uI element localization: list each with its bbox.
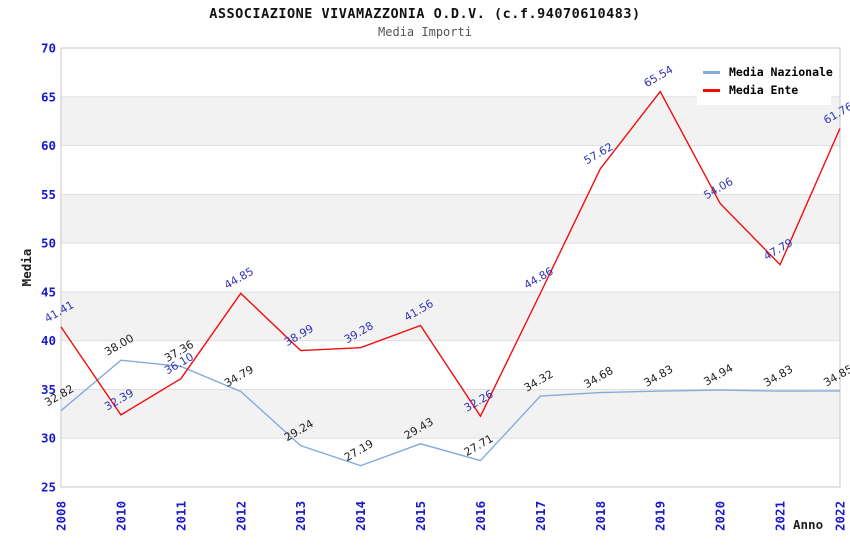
x-tick-label: 2022 [833, 501, 848, 531]
x-tick-label: 2020 [713, 501, 728, 531]
chart-subtitle: Media Importi [378, 25, 472, 39]
y-tick-label: 45 [41, 284, 56, 299]
y-tick-label: 30 [41, 431, 56, 446]
y-tick-label: 65 [41, 89, 56, 104]
x-tick-label: 2008 [54, 501, 69, 531]
y-tick-label: 25 [41, 480, 56, 495]
x-tick-label: 2010 [113, 501, 128, 531]
x-tick-label: 2014 [353, 501, 368, 531]
plot-band [61, 389, 840, 439]
series-line-media-nazionale [60, 359, 841, 467]
legend-label-nazionale: Media Nazionale [729, 65, 833, 79]
x-tick-label: 2017 [533, 501, 548, 531]
y-tick-label: 70 [41, 41, 56, 56]
data-point-label-media-nazionale: 34.79 [222, 363, 256, 390]
y-tick-label: 40 [41, 333, 56, 348]
x-tick-label: 2018 [593, 501, 608, 531]
series-line-media-ente [60, 90, 841, 418]
chart-title: ASSOCIAZIONE VIVAMAZZONIA O.D.V. (c.f.94… [209, 6, 641, 22]
x-tick-label: 2019 [653, 501, 668, 531]
x-tick-label: 2015 [413, 501, 428, 531]
data-point-label-media-nazionale: 34.83 [761, 363, 795, 390]
y-tick-label: 35 [41, 382, 56, 397]
x-tick-label: 2012 [233, 501, 248, 531]
legend-item-media-nazionale: Media Nazionale [703, 63, 833, 81]
data-point-label-media-ente: 44.86 [522, 265, 556, 292]
legend-item-media-ente: Media Ente [703, 81, 827, 99]
plot-band [61, 291, 840, 341]
data-point-label-media-nazionale: 34.83 [642, 363, 676, 390]
x-axis-title: Anno [793, 517, 823, 532]
plot-band [61, 194, 840, 244]
y-tick-label: 50 [41, 236, 56, 251]
legend-line-swatch-nazionale [703, 70, 720, 74]
data-point-label-media-nazionale: 34.68 [582, 364, 616, 391]
y-axis-title: Media [19, 249, 34, 287]
data-point-label-media-nazionale: 27.19 [342, 437, 376, 464]
legend-line-swatch-ente [703, 88, 720, 92]
data-point-label-media-nazionale: 34.85 [821, 362, 850, 389]
data-point-label-media-nazionale: 34.94 [702, 361, 736, 388]
chart-legend: Media Nazionale Media Ente [697, 58, 833, 105]
x-tick-label: 2013 [293, 501, 308, 531]
y-tick-label: 60 [41, 138, 56, 153]
data-point-label-media-ente: 44.85 [222, 265, 256, 292]
x-tick-label: 2011 [173, 501, 188, 531]
x-tick-label: 2016 [473, 501, 488, 531]
y-tick-label: 55 [41, 187, 56, 202]
plot-border [60, 47, 841, 488]
data-point-label-media-ente: 65.54 [642, 63, 676, 90]
x-tick-label: 2021 [773, 501, 788, 531]
legend-label-ente: Media Ente [729, 83, 799, 97]
